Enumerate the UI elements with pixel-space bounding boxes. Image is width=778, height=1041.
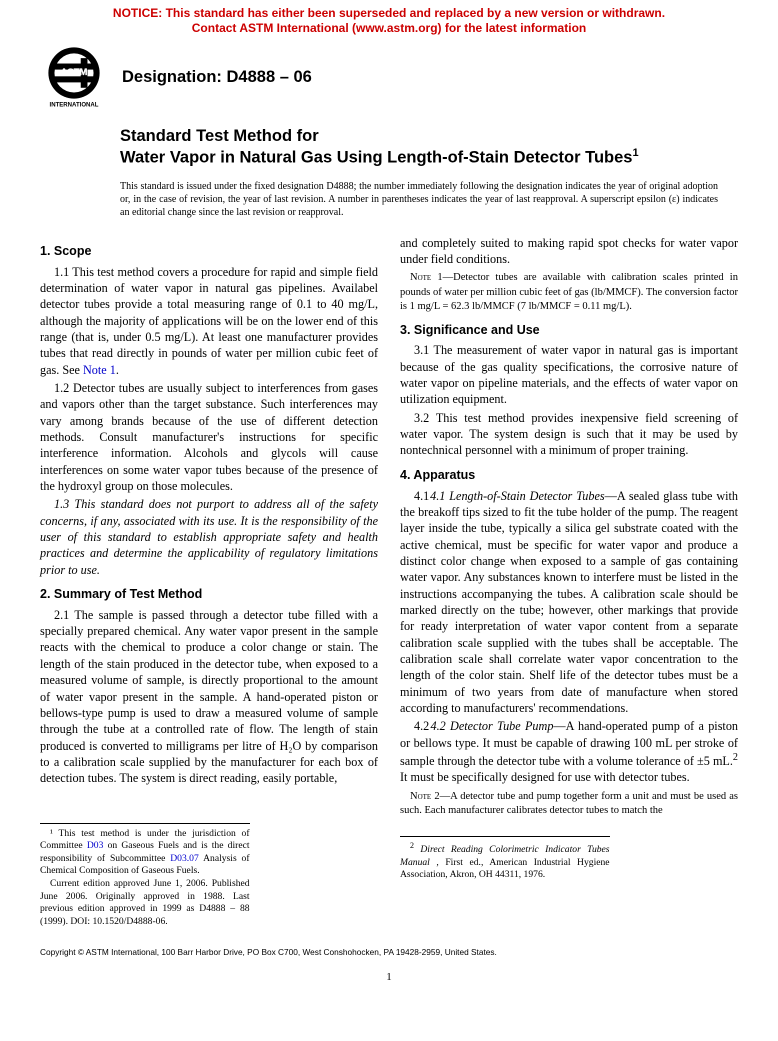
page-number: 1 [0, 961, 778, 997]
copyright: Copyright © ASTM International, 100 Barr… [0, 929, 778, 961]
apparatus-p1: 4.1 4.1 Length-of-Stain Detector Tubes—A… [400, 488, 738, 717]
apparatus-p2: 4.2 4.2 Detector Tube Pump—A hand-operat… [400, 718, 738, 785]
notice-banner: NOTICE: This standard has either been su… [0, 0, 778, 38]
footnotes-right: 2 Direct Reading Colorimetric Indicator … [400, 836, 610, 882]
title-line1: Standard Test Method for [120, 126, 738, 147]
sig-p1: 3.1 The measurement of water vapor in na… [400, 342, 738, 407]
scope-heading: 1. Scope [40, 243, 378, 260]
left-column: 1. Scope 1.1 This test method covers a p… [40, 235, 378, 930]
designation: Designation: D4888 – 06 [122, 68, 312, 87]
svg-text:INTERNATIONAL: INTERNATIONAL [50, 103, 99, 108]
title-block: Standard Test Method for Water Vapor in … [0, 108, 778, 174]
summary-heading: 2. Summary of Test Method [40, 586, 378, 603]
footnotes-left: ¹ This test method is under the jurisdic… [40, 823, 250, 929]
footnote-2: 2 Direct Reading Colorimetric Indicator … [400, 841, 610, 882]
scope-p1: 1.1 This test method covers a procedure … [40, 264, 378, 378]
title-line2: Water Vapor in Natural Gas Using Length-… [120, 147, 738, 168]
summary-p1: 2.1 The sample is passed through a detec… [40, 607, 378, 787]
note-1: Note 1—Detector tubes are available with… [400, 271, 738, 313]
notice-line1: NOTICE: This standard has either been su… [113, 6, 665, 20]
svg-text:ASTM: ASTM [61, 66, 88, 77]
apparatus-heading: 4. Apparatus [400, 467, 738, 484]
notice-line2: Contact ASTM International (www.astm.org… [192, 21, 586, 35]
header-row: ASTM INTERNATIONAL Designation: D4888 – … [0, 38, 778, 108]
scope-p2: 1.2 Detector tubes are usually subject t… [40, 380, 378, 494]
body-columns: 1. Scope 1.1 This test method covers a p… [0, 229, 778, 930]
footnote-edition: Current edition approved June 1, 2006. P… [40, 878, 250, 928]
footnote-1: ¹ This test method is under the jurisdic… [40, 828, 250, 878]
scope-p3: 1.3 This standard does not purport to ad… [40, 496, 378, 578]
summary-cont: and completely suited to making rapid sp… [400, 235, 738, 268]
note-2: Note 2—A detector tube and pump together… [400, 790, 738, 818]
astm-logo: ASTM INTERNATIONAL [40, 46, 108, 108]
right-column: and completely suited to making rapid sp… [400, 235, 738, 930]
note1-link[interactable]: Note 1 [83, 363, 116, 377]
committee-link[interactable]: D03 [87, 840, 104, 851]
significance-heading: 3. Significance and Use [400, 322, 738, 339]
issuance-note: This standard is issued under the fixed … [0, 174, 778, 229]
sig-p2: 3.2 This test method provides inexpensiv… [400, 410, 738, 459]
subcommittee-link[interactable]: D03.07 [170, 853, 199, 864]
